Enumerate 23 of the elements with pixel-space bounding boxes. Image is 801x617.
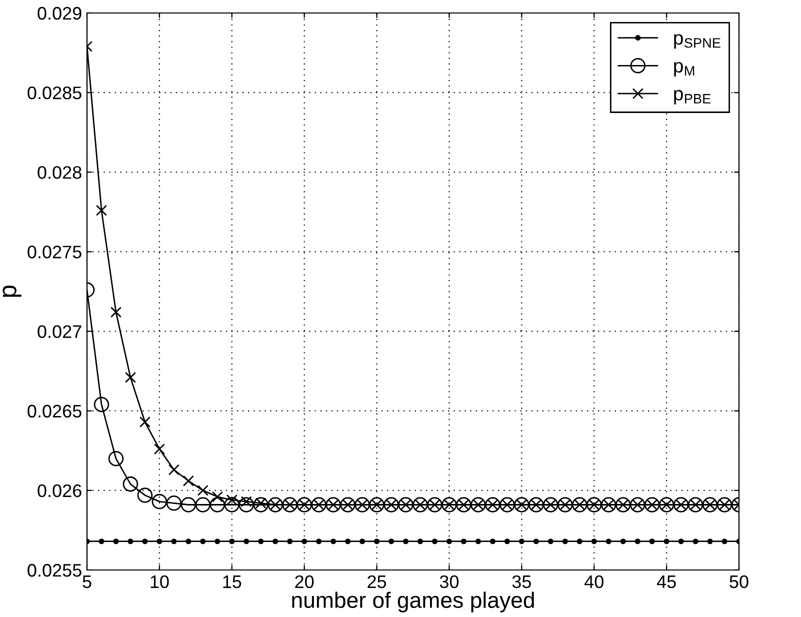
legend-label: p$_{PBE}$ — [674, 90, 711, 104]
x-axis-title: number of games played — [292, 592, 534, 612]
legend-label: p$_{M}$ — [674, 62, 694, 76]
y-tick-label: 0.027 — [38, 325, 82, 338]
x-tick-label: 15 — [223, 576, 242, 588]
x-tick-label: 5 — [82, 576, 92, 588]
x-tick-label: 30 — [440, 575, 459, 588]
y-tick-label: 0.0275 — [28, 246, 82, 258]
y-tick-label: 0.026 — [38, 484, 82, 498]
y-tick-label: 0.029 — [38, 6, 82, 20]
legend-label: p$_{SPNE}$ — [674, 34, 720, 49]
x-tick-label: 50 — [730, 575, 748, 588]
y-tick-label: 0.0285 — [28, 86, 82, 100]
x-tick-label: 35 — [512, 575, 531, 588]
x-tick-label: 20 — [295, 575, 314, 588]
x-tick-label: 25 — [368, 575, 386, 588]
y-tick-label: 0.0265 — [28, 404, 82, 418]
y-axis-title: p — [2, 286, 22, 297]
x-tick-label: 10 — [150, 575, 169, 588]
x-tick-label: 40 — [584, 575, 604, 588]
y-tick-label: 0.0255 — [28, 564, 82, 577]
y-tick-label: 0.028 — [38, 166, 82, 179]
x-tick-label: 45 — [656, 576, 676, 588]
